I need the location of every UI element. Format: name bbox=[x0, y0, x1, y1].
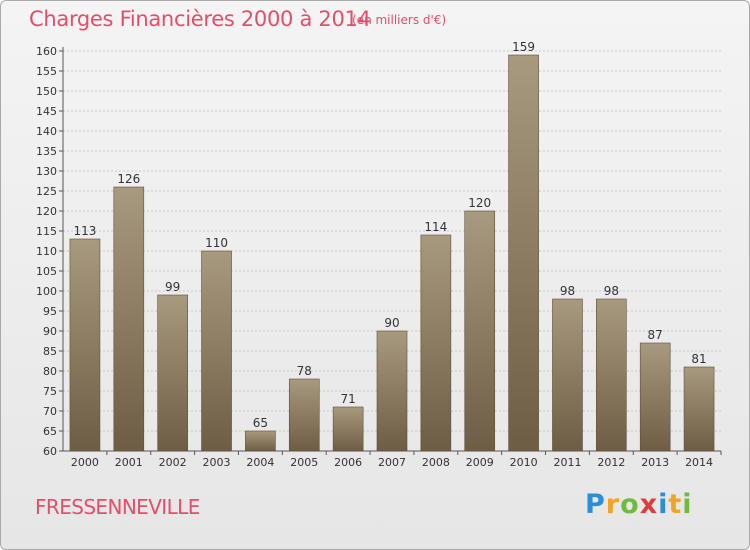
bar bbox=[157, 294, 188, 452]
x-tick-label: 2014 bbox=[685, 456, 713, 469]
commune-name: FRESSENNEVILLE bbox=[35, 495, 200, 519]
y-tick-label: 125 bbox=[36, 185, 57, 198]
chart-title: Charges Financières 2000 à 2014 bbox=[29, 7, 371, 31]
value-label: 126 bbox=[117, 172, 140, 186]
bars bbox=[69, 54, 715, 452]
y-tick-label: 85 bbox=[43, 345, 57, 358]
bar bbox=[596, 298, 627, 452]
y-tick-label: 140 bbox=[36, 125, 57, 138]
value-label: 98 bbox=[604, 284, 619, 298]
value-label: 65 bbox=[253, 416, 268, 430]
y-tick-label: 60 bbox=[43, 445, 57, 458]
x-tick-label: 2000 bbox=[71, 456, 99, 469]
bar bbox=[552, 298, 583, 452]
x-tick-label: 2004 bbox=[246, 456, 274, 469]
y-tick-label: 105 bbox=[36, 265, 57, 278]
x-tick-label: 2013 bbox=[641, 456, 669, 469]
x-tick-label: 2012 bbox=[597, 456, 625, 469]
value-label: 87 bbox=[648, 328, 663, 342]
proxiti-logo: Proxiti bbox=[585, 489, 693, 520]
y-tick-label: 145 bbox=[36, 105, 57, 118]
value-label: 90 bbox=[384, 316, 399, 330]
y-tick-label: 135 bbox=[36, 145, 57, 158]
bar bbox=[420, 234, 452, 452]
x-tick-label: 2003 bbox=[203, 456, 231, 469]
bar bbox=[69, 238, 101, 452]
bar bbox=[464, 210, 496, 452]
y-tick-label: 110 bbox=[36, 245, 57, 258]
y-tick-labels: 60 65 70 75 80 85 90 95 100 105 110 115 120 125 130 135… bbox=[36, 45, 57, 458]
y-tick-label: 120 bbox=[36, 205, 57, 218]
logo-letter: x bbox=[639, 489, 659, 520]
x-tick-label: 2002 bbox=[159, 456, 187, 469]
x-tick-label: 2010 bbox=[510, 456, 538, 469]
bar bbox=[288, 378, 320, 452]
y-tick-label: 95 bbox=[43, 305, 57, 318]
value-label: 113 bbox=[73, 224, 96, 238]
value-label: 114 bbox=[424, 220, 447, 234]
x-tick-label: 2011 bbox=[553, 456, 581, 469]
y-tick-label: 115 bbox=[36, 225, 57, 238]
y-tick-label: 130 bbox=[36, 165, 57, 178]
bar bbox=[508, 54, 539, 452]
value-labels: 113 126 99 110 65 78 71 90 114 120 159 98 98 87 81 bbox=[73, 40, 706, 430]
x-tick-label: 2007 bbox=[378, 456, 406, 469]
logo-letter: i bbox=[658, 489, 669, 520]
x-tick-label: 2001 bbox=[115, 456, 143, 469]
x-tick-labels: 2000 2001 2002 2003 2004 2005 2006 2007 2008 2009… bbox=[71, 451, 722, 469]
y-tick-label: 155 bbox=[36, 65, 57, 78]
value-label: 110 bbox=[205, 236, 228, 250]
value-label: 98 bbox=[560, 284, 575, 298]
y-tick-label: 65 bbox=[43, 425, 57, 438]
x-tick-label: 2009 bbox=[466, 456, 494, 469]
y-tick-label: 90 bbox=[43, 325, 57, 338]
y-tick-label: 75 bbox=[43, 385, 57, 398]
x-tick-label: 2006 bbox=[334, 456, 362, 469]
logo-letter: i bbox=[682, 489, 693, 520]
y-tick-label: 80 bbox=[43, 365, 57, 378]
logo-letter: o bbox=[620, 489, 640, 520]
value-label: 81 bbox=[691, 352, 706, 366]
bar bbox=[639, 342, 671, 452]
y-tick-label: 150 bbox=[36, 85, 57, 98]
value-label: 78 bbox=[297, 364, 312, 378]
x-tick-label: 2005 bbox=[290, 456, 318, 469]
x-tick-label: 2008 bbox=[422, 456, 450, 469]
y-tick-label: 100 bbox=[36, 285, 57, 298]
value-label: 99 bbox=[165, 280, 180, 294]
chart-subtitle: (en milliers d'€) bbox=[352, 13, 447, 27]
value-label: 159 bbox=[512, 40, 535, 54]
bar bbox=[113, 186, 145, 452]
bar bbox=[683, 366, 715, 452]
value-label: 120 bbox=[468, 196, 491, 210]
logo-letter: r bbox=[605, 489, 621, 520]
value-label: 71 bbox=[340, 392, 355, 406]
y-tick-label: 70 bbox=[43, 405, 57, 418]
y-tick-label: 160 bbox=[36, 45, 57, 58]
logo-letter: P bbox=[585, 489, 606, 520]
logo-letter: t bbox=[668, 489, 683, 520]
bar bbox=[245, 430, 276, 452]
bar bbox=[376, 330, 408, 452]
bar bbox=[201, 250, 232, 452]
bar bbox=[332, 406, 364, 452]
